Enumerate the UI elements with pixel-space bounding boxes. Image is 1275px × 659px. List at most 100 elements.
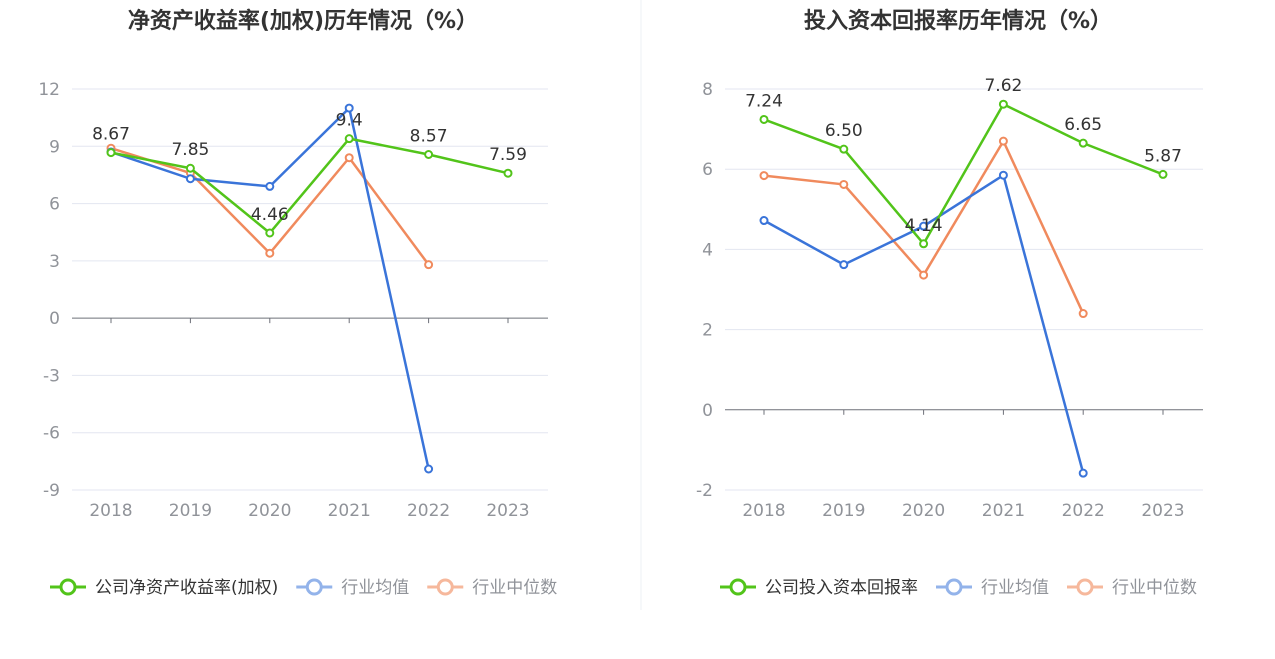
y-tick-label: 9 (49, 137, 60, 157)
x-tick-label: 2023 (486, 501, 529, 521)
x-tick-label: 2022 (407, 501, 450, 521)
data-label: 7.62 (984, 76, 1022, 96)
x-tick-label: 2020 (248, 501, 291, 521)
legend-label: 公司净资产收益率(加权) (95, 578, 278, 598)
data-point-company[interactable] (106, 148, 116, 158)
y-tick-label: 6 (702, 160, 713, 180)
data-point-avg[interactable] (839, 260, 849, 270)
data-label: 7.24 (745, 91, 783, 111)
data-label: 6.50 (825, 121, 863, 141)
legend-marker (59, 578, 77, 596)
data-point-company[interactable] (998, 99, 1008, 109)
chart-title: 净资产收益率(加权)历年情况（%） (128, 8, 478, 34)
legend-label: 行业中位数 (1112, 578, 1197, 598)
data-point-median[interactable] (998, 136, 1008, 146)
legend-item-median[interactable]: 行业中位数 (427, 578, 557, 598)
data-point-avg[interactable] (185, 174, 195, 184)
data-point-company[interactable] (839, 144, 849, 154)
legend-item-median[interactable]: 行业中位数 (1067, 578, 1197, 598)
legend-marker (436, 578, 454, 596)
y-tick-label: 3 (49, 252, 60, 272)
data-point-company[interactable] (265, 228, 275, 238)
y-tick-label: -9 (43, 481, 60, 501)
x-tick-label: 2021 (328, 501, 371, 521)
data-point-company[interactable] (1158, 169, 1168, 179)
series-avg (759, 170, 1088, 478)
y-tick-label: -6 (43, 424, 60, 444)
legend-item-avg[interactable]: 行业均值 (936, 578, 1049, 598)
data-label: 6.65 (1064, 115, 1102, 135)
data-point-company[interactable] (759, 114, 769, 124)
data-label: 4.46 (251, 205, 289, 225)
data-point-company[interactable] (503, 168, 513, 178)
series-company (759, 99, 1168, 249)
legend: 公司投入资本回报率 行业均值 行业中位数 (720, 578, 1197, 598)
chart-title: 投入资本回报率历年情况（%） (804, 8, 1112, 34)
legend-marker (945, 578, 963, 596)
data-label: 8.57 (410, 126, 448, 146)
y-tick-label: 2 (702, 321, 713, 341)
legend-item-company[interactable]: 公司投入资本回报率 (720, 578, 918, 598)
data-point-median[interactable] (424, 260, 434, 270)
data-point-avg[interactable] (1078, 468, 1088, 478)
x-tick-label: 2018 (89, 501, 132, 521)
data-point-avg[interactable] (759, 216, 769, 226)
legend-marker (305, 578, 323, 596)
chart-panel-1: 净资产收益率(加权)历年情况（%） 12 9 6 3 0 -3 -6 -9 2018 2019 202… (38, 8, 557, 598)
data-label: 8.67 (92, 125, 130, 145)
legend-label: 行业中位数 (472, 578, 557, 598)
data-point-company[interactable] (424, 149, 434, 159)
legend-item-company[interactable]: 公司净资产收益率(加权) (50, 578, 278, 598)
x-tick-label: 2019 (169, 501, 212, 521)
x-tick-label: 2019 (822, 501, 865, 521)
data-label: 7.59 (489, 145, 527, 165)
data-point-avg[interactable] (344, 103, 354, 113)
data-label: 9.4 (336, 111, 363, 131)
legend-item-avg[interactable]: 行业均值 (296, 578, 409, 598)
legend-label: 公司投入资本回报率 (765, 578, 918, 598)
data-point-avg[interactable] (998, 170, 1008, 180)
data-point-median[interactable] (1078, 309, 1088, 319)
data-point-avg[interactable] (919, 221, 929, 231)
data-point-median[interactable] (265, 248, 275, 258)
x-tick-label: 2020 (902, 501, 945, 521)
y-tick-label: 0 (49, 309, 60, 329)
x-tick-label: 2023 (1141, 501, 1184, 521)
chart-panel-2: 投入资本回报率历年情况（%） 8 6 4 2 0 -2 2018 2019 2020 2021 202… (696, 8, 1203, 598)
legend-label: 行业均值 (981, 578, 1049, 598)
data-point-company[interactable] (185, 163, 195, 173)
y-tick-label: 6 (49, 195, 60, 215)
x-tick-label: 2018 (742, 501, 785, 521)
data-point-median[interactable] (759, 171, 769, 181)
y-tick-label: 0 (702, 401, 713, 421)
x-tick-label: 2021 (982, 501, 1025, 521)
legend-label: 行业均值 (341, 578, 409, 598)
data-point-company[interactable] (1078, 138, 1088, 148)
legend-marker (729, 578, 747, 596)
y-tick-label: -2 (696, 481, 713, 501)
series-line-company (110, 137, 509, 235)
y-tick-label: -3 (43, 366, 60, 386)
data-point-avg[interactable] (424, 464, 434, 474)
data-point-median[interactable] (839, 179, 849, 189)
x-tick-label: 2022 (1062, 501, 1105, 521)
series-line-company (763, 102, 1164, 246)
data-label: 4.14 (905, 216, 943, 236)
data-point-company[interactable] (919, 239, 929, 249)
data-point-avg[interactable] (265, 181, 275, 191)
y-tick-label: 12 (38, 80, 60, 100)
legend-marker (1076, 578, 1094, 596)
y-tick-label: 4 (702, 240, 713, 260)
series-company (106, 134, 513, 238)
data-point-median[interactable] (344, 153, 354, 163)
data-point-median[interactable] (919, 270, 929, 280)
series-avg (106, 103, 434, 474)
series-median (759, 136, 1088, 319)
y-tick-label: 8 (702, 80, 713, 100)
data-label: 5.87 (1144, 146, 1182, 166)
data-point-company[interactable] (344, 134, 354, 144)
legend: 公司净资产收益率(加权) 行业均值 行业中位数 (50, 578, 557, 598)
data-label: 7.85 (171, 140, 209, 160)
